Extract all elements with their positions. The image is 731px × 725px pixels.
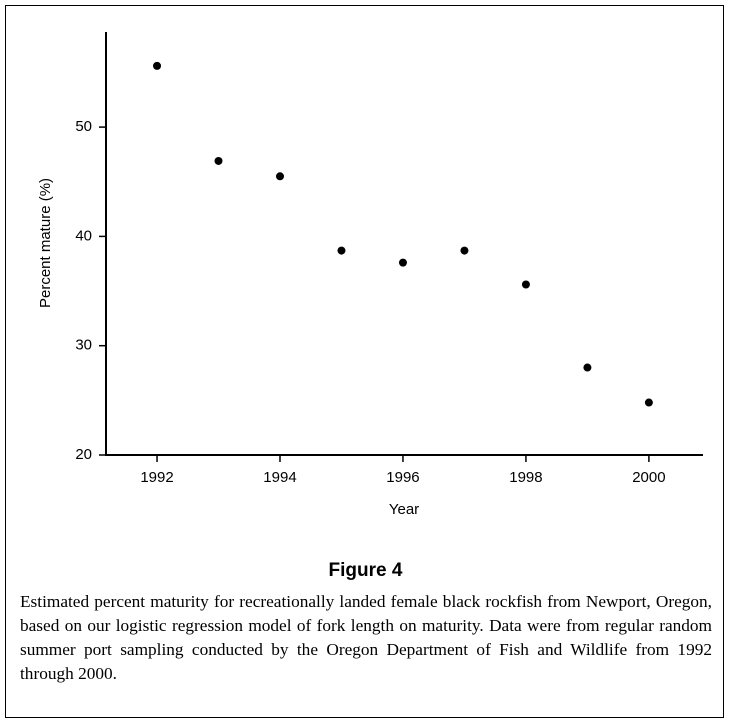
data-point	[153, 61, 162, 70]
x-tick-label: 2000	[632, 469, 665, 486]
data-point	[275, 172, 284, 181]
x-tick-label: 1996	[386, 469, 419, 486]
data-point	[521, 280, 530, 289]
caption: Estimated percent maturity for recreatio…	[20, 592, 712, 683]
data-point	[583, 363, 592, 372]
data-point	[644, 398, 653, 407]
x-tick-label: 1998	[509, 469, 542, 486]
x-tick-label: 1992	[140, 469, 173, 486]
y-tick-label: 40	[75, 227, 92, 244]
chart: Year Percent mature (%) 20 30 40 50 1992 1994…	[37, 32, 703, 518]
figure-frame	[5, 5, 724, 718]
y-tick-label: 30	[75, 337, 92, 354]
figure-label: Figure 4	[328, 560, 403, 581]
y-axis-label: Percent mature (%)	[37, 178, 54, 308]
x-axis-label: Year	[389, 501, 419, 518]
y-tick-label: 50	[75, 118, 92, 135]
data-point	[337, 246, 346, 255]
data-point	[214, 156, 223, 165]
y-tick-label: 20	[75, 446, 92, 463]
x-tick-label: 1994	[263, 469, 296, 486]
data-point	[460, 246, 469, 255]
data-point	[398, 258, 407, 267]
